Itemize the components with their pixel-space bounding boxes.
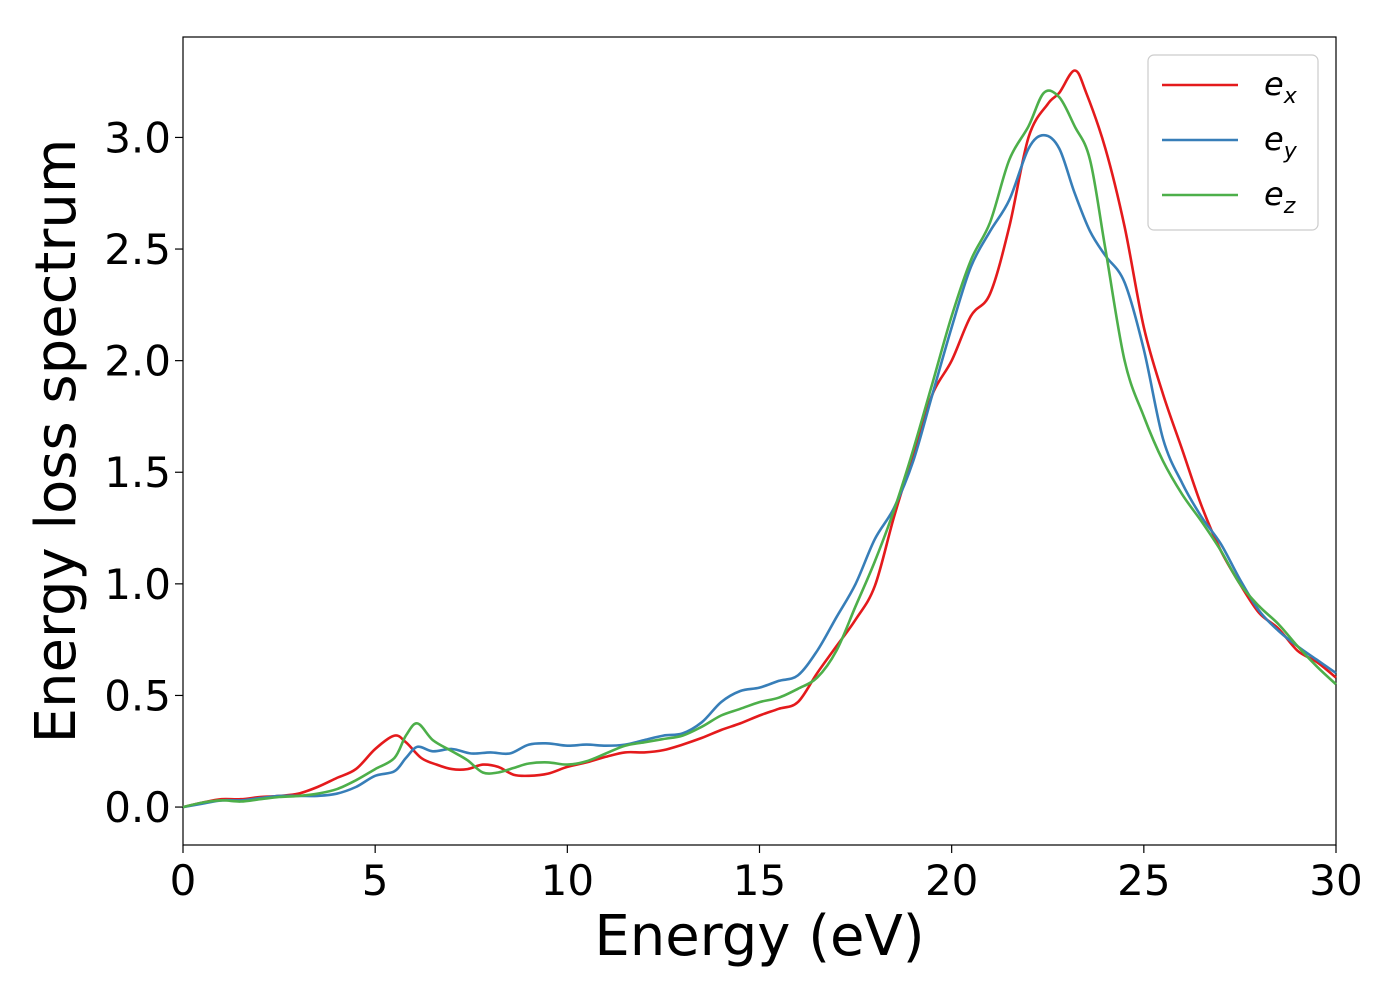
x-tick-label: 0 — [170, 856, 197, 905]
x-tick-label: 5 — [362, 856, 389, 905]
y-tick-label: 3.0 — [104, 113, 171, 162]
legend-label-ey: ey — [1264, 120, 1298, 164]
legend-label-ez: ez — [1264, 175, 1296, 219]
y-axis-label: Energy loss spectrum — [24, 139, 89, 744]
y-tick-label: 1.5 — [104, 448, 171, 497]
x-tick-label: 25 — [1117, 856, 1170, 905]
y-tick-label: 0.0 — [104, 783, 171, 832]
y-tick-label: 1.0 — [104, 560, 171, 609]
legend-label-main: e — [1264, 120, 1284, 158]
x-tick-label: 10 — [541, 856, 594, 905]
legend-label-main: e — [1264, 65, 1284, 103]
legend-label-subscript: x — [1283, 84, 1298, 109]
legend-box — [1147, 54, 1319, 231]
legend-label-subscript: y — [1283, 139, 1298, 164]
x-axis-label: Energy (eV) — [594, 904, 924, 969]
series-line-ey — [182, 133, 1337, 809]
series-line-ez — [182, 89, 1337, 809]
y-tick-label: 0.5 — [104, 671, 171, 720]
legend-label-ex: ex — [1264, 65, 1298, 109]
plot-area — [182, 36, 1337, 846]
x-tick-label: 30 — [1309, 856, 1362, 905]
series-group — [182, 69, 1337, 809]
x-tick-label: 15 — [733, 856, 786, 905]
legend-label-subscript: z — [1283, 194, 1296, 219]
legend-label-main: e — [1264, 175, 1284, 213]
x-axis: 0 5 10 15 20 25 30 — [170, 845, 1363, 905]
y-tick-label: 2.0 — [104, 337, 171, 386]
y-tick-label: 2.5 — [104, 225, 171, 274]
series-line-ex — [182, 69, 1337, 809]
y-axis: 0.0 0.5 1.0 1.5 2.0 2.5 3.0 — [104, 113, 183, 832]
x-tick-label: 20 — [925, 856, 978, 905]
